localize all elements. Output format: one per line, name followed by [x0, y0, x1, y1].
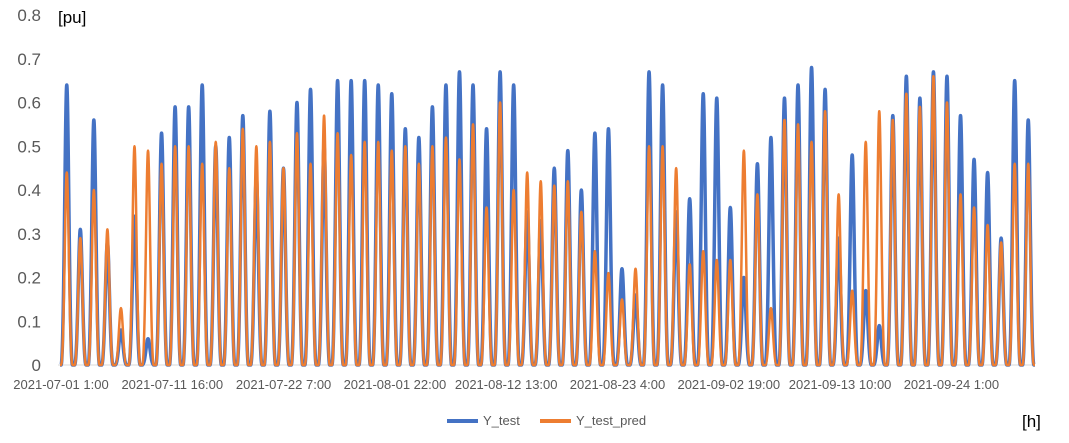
- x-tick-label: 2021-07-01 1:00: [13, 377, 108, 392]
- y-tick-label: 0.6: [17, 94, 41, 113]
- y-tick-label: 0.7: [17, 50, 41, 69]
- x-tick-label: 2021-09-24 1:00: [904, 377, 999, 392]
- x-axis-unit-label: [h]: [1022, 412, 1041, 431]
- x-tick-label: 2021-07-11 16:00: [121, 377, 223, 392]
- legend: Y_test Y_test_pred: [447, 413, 646, 428]
- x-tick-label: 2021-08-12 13:00: [455, 377, 558, 392]
- legend-label-y-test: Y_test: [483, 413, 520, 428]
- y-tick-label: 0.2: [17, 269, 41, 288]
- y-tick-label: 0: [32, 356, 41, 375]
- y-tick-label: 0.3: [17, 225, 41, 244]
- legend-label-y-test-pred: Y_test_pred: [576, 413, 646, 428]
- x-tick-label: 2021-09-02 19:00: [677, 377, 780, 392]
- y-tick-label: 0.4: [17, 181, 41, 200]
- x-tick-label: 2021-08-23 4:00: [570, 377, 665, 392]
- y-tick-label: 0.8: [17, 6, 41, 25]
- x-tick-label: 2021-08-01 22:00: [344, 377, 447, 392]
- y-tick-label: 0.5: [17, 137, 41, 156]
- series-line-y-test-pred: [59, 75, 1036, 367]
- y-tick-label: 0.1: [17, 312, 41, 331]
- y-axis-unit-label: [pu]: [58, 8, 86, 27]
- x-tick-label: 2021-07-22 7:00: [236, 377, 331, 392]
- x-tick-label: 2021-09-13 10:00: [789, 377, 892, 392]
